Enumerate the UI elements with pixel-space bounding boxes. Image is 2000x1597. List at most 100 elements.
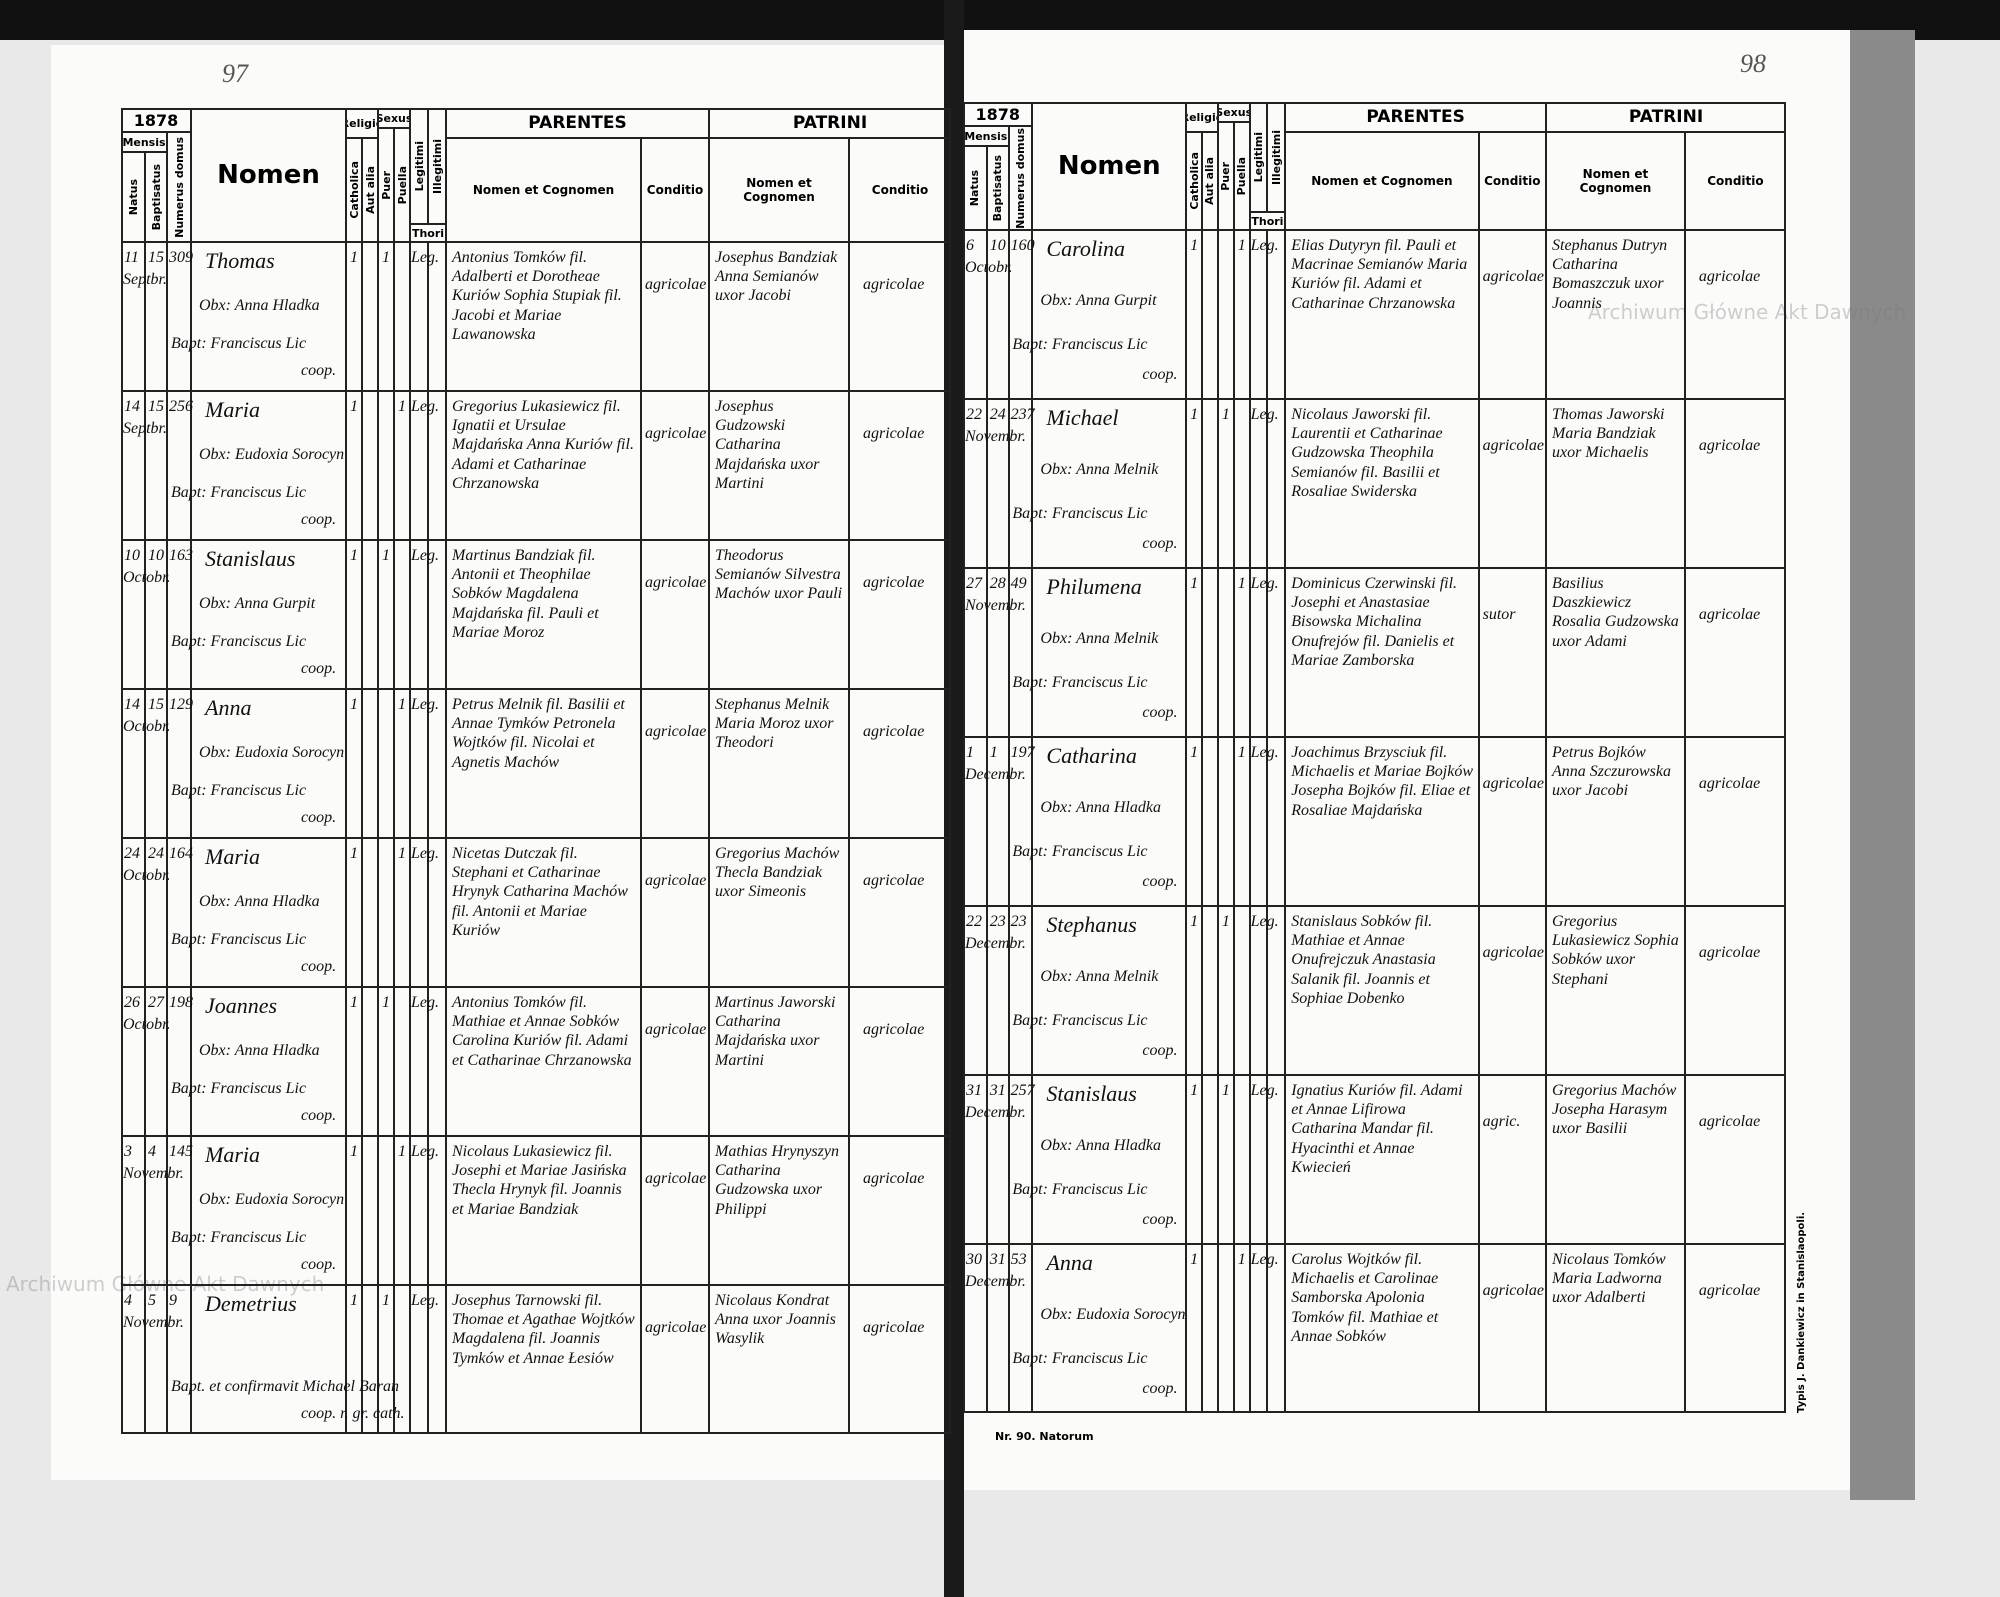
baptisatus: 15 xyxy=(148,249,164,266)
table-cell xyxy=(1546,737,1685,906)
table-cell xyxy=(641,1136,709,1285)
table-cell xyxy=(346,689,362,838)
table-cell xyxy=(1285,230,1479,399)
header-cell: Mensis xyxy=(121,132,167,152)
table-cell xyxy=(428,1285,446,1434)
table-cell xyxy=(1032,568,1187,737)
obstetrix: Obx: Anna Hladka xyxy=(199,296,320,314)
header-label: Legitimi xyxy=(1251,131,1265,183)
mensis: Octobr. xyxy=(123,1016,171,1033)
parentes-conditio: agricolae xyxy=(1482,775,1544,793)
table-cell xyxy=(346,540,362,689)
table-cell xyxy=(378,838,394,987)
table-cell xyxy=(849,1136,951,1285)
patrini-conditio: agricolae xyxy=(1698,1282,1761,1300)
table-cell xyxy=(145,689,167,838)
obstetrix: Obx: Eudoxia Sorocyn xyxy=(199,743,345,761)
legitimi: Leg. xyxy=(411,249,439,266)
header-cell: Conditio xyxy=(1478,132,1547,230)
header-label: Aut alia xyxy=(363,166,377,214)
table-cell xyxy=(121,1136,145,1285)
header-cell: Catholica xyxy=(1186,132,1202,230)
nomen: Joannes xyxy=(205,993,278,1018)
table-cell xyxy=(1201,1244,1218,1413)
parentes: Stanislaus Sobków fil. Mathiae et Annae … xyxy=(1291,913,1436,1007)
table-cell xyxy=(1478,1075,1547,1244)
header-cell: Religio xyxy=(346,108,378,138)
baptizans: Bapt: Franciscus Lic xyxy=(1012,1011,1148,1029)
patrini: Stephanus Dutryn Catharina Bomaszczuk ux… xyxy=(1552,237,1668,312)
header-label: PATRINI xyxy=(792,113,868,133)
table-cell xyxy=(167,1285,191,1434)
header-label: PARENTES xyxy=(528,113,627,133)
table-cell xyxy=(167,1136,191,1285)
table-cell xyxy=(167,242,191,391)
patrini: Nicolaus Tomków Maria Ladworna uxor Adal… xyxy=(1552,1251,1666,1307)
table-cell xyxy=(1546,1075,1685,1244)
table-cell xyxy=(1217,1075,1234,1244)
table-cell xyxy=(1201,1075,1218,1244)
table-cell xyxy=(1684,399,1786,568)
table-cell xyxy=(1684,906,1786,1075)
parentes-conditio: agricolae xyxy=(1482,944,1544,962)
natus: 31 xyxy=(966,1082,982,1099)
table-cell xyxy=(394,838,410,987)
table-cell xyxy=(963,906,987,1075)
table-cell xyxy=(1546,1244,1685,1413)
baptizans: Bapt: Franciscus Lic xyxy=(171,1080,307,1098)
puella: 1 xyxy=(1237,744,1246,761)
table-cell xyxy=(963,1075,987,1244)
header-label: 1878 xyxy=(133,110,179,130)
table-cell xyxy=(1186,568,1202,737)
header-label: Thori xyxy=(1251,214,1284,228)
table-cell xyxy=(410,1285,428,1434)
baptizans: Bapt: Franciscus Lic xyxy=(1012,1180,1148,1198)
table-cell xyxy=(191,838,346,987)
legitimi: Leg. xyxy=(1250,1082,1279,1099)
nomen: Stanislaus xyxy=(1046,1081,1137,1106)
catholica: 1 xyxy=(350,696,358,713)
legitimi: Leg. xyxy=(1250,1251,1279,1268)
baptisatus: 4 xyxy=(148,1143,156,1160)
header-label: Catholica xyxy=(347,161,361,219)
baptisatus: 28 xyxy=(989,575,1006,592)
puella: 1 xyxy=(398,696,406,713)
baptizans: Bapt: Franciscus Lic xyxy=(171,633,307,651)
table-cell xyxy=(1186,1244,1202,1413)
table-cell xyxy=(709,391,849,540)
patrini-conditio: agricolae xyxy=(863,1169,925,1187)
catholica: 1 xyxy=(350,1292,358,1309)
table-cell xyxy=(394,1136,410,1285)
table-cell xyxy=(167,689,191,838)
table-cell xyxy=(1267,230,1286,399)
table-cell xyxy=(428,689,446,838)
natus: 14 xyxy=(124,696,140,713)
table-cell xyxy=(1186,1075,1202,1244)
table-cell xyxy=(428,540,446,689)
header-label: Nomen et Cognomen xyxy=(743,176,815,204)
coop: coop. xyxy=(301,809,337,827)
coop: coop. r. gr. cath. xyxy=(301,1405,405,1423)
baptisatus: 5 xyxy=(148,1292,156,1309)
table-cell xyxy=(986,399,1009,568)
puella: 1 xyxy=(1237,237,1246,254)
baptisatus: 31 xyxy=(989,1082,1006,1099)
parentes-conditio: agricolae xyxy=(645,1169,707,1187)
table-cell xyxy=(378,987,394,1136)
catholica: 1 xyxy=(350,1143,358,1160)
patrini-conditio: agricolae xyxy=(863,1020,925,1038)
natus: 26 xyxy=(124,994,140,1011)
baptisatus: 15 xyxy=(148,696,164,713)
header-label: Nomen xyxy=(1057,151,1161,181)
domus: 129 xyxy=(169,696,193,713)
coop: coop. xyxy=(301,511,337,529)
patrini: Gregorius Machów Thecla Bandziak uxor Si… xyxy=(715,845,840,901)
table-cell xyxy=(1546,568,1685,737)
parentes: Antonius Tomków fil. Mathiae et Annae So… xyxy=(452,994,632,1069)
header-cell: Nomen et Cognomen xyxy=(1546,132,1685,230)
header-cell: Conditio xyxy=(641,138,709,242)
parentes-conditio: agric. xyxy=(1482,1113,1521,1131)
parentes-conditio: agricolae xyxy=(645,573,707,591)
obstetrix: Obx: Anna Hladka xyxy=(1040,798,1161,816)
table-cell xyxy=(1684,230,1786,399)
